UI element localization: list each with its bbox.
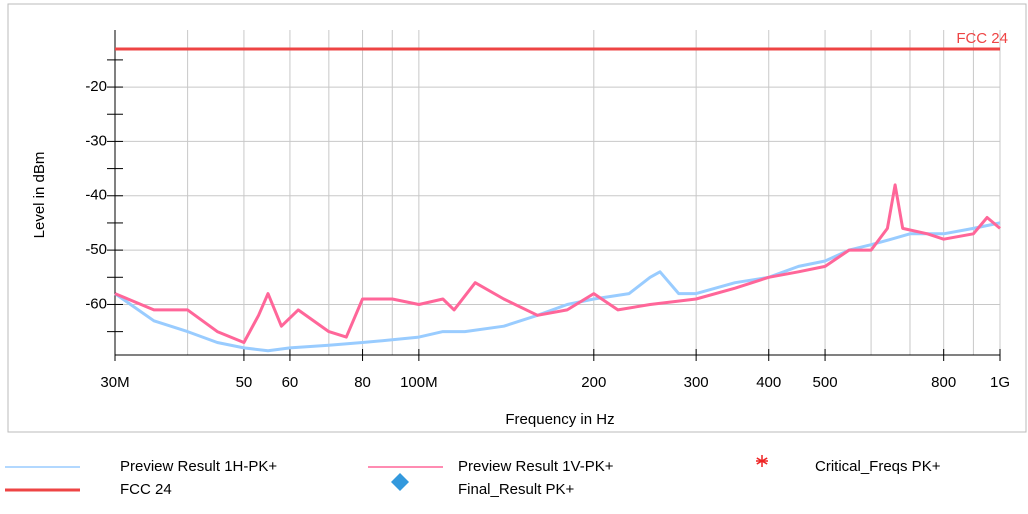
y-tick-label: -30 — [85, 132, 107, 149]
x-tick-label: 500 — [813, 374, 838, 391]
y-tick-label: -50 — [85, 241, 107, 258]
legend-label: Preview Result 1H-PK+ — [120, 458, 277, 475]
x-tick-label: 30M — [100, 374, 129, 391]
legend-label: Preview Result 1V-PK+ — [458, 458, 614, 475]
x-tick-label: 100M — [400, 374, 438, 391]
legend-marker — [391, 473, 409, 491]
y-tick-label: -20 — [85, 78, 107, 95]
x-tick-label: 50 — [236, 374, 253, 391]
y-tick-label: -60 — [85, 295, 107, 312]
x-tick-label: 300 — [684, 374, 709, 391]
x-axis-label: Frequency in Hz — [505, 411, 614, 428]
series-line — [114, 183, 1001, 344]
chart-frame — [7, 3, 1027, 433]
x-tick-label: 60 — [282, 374, 299, 391]
legend-label: Final_Result PK+ — [458, 481, 575, 498]
y-tick-label: -40 — [85, 187, 107, 204]
x-tick-label: 200 — [581, 374, 606, 391]
series-line — [114, 221, 1001, 353]
x-tick-label: 800 — [931, 374, 956, 391]
x-tick-label: 1G — [990, 374, 1010, 391]
y-axis-label: Level in dBm — [31, 152, 48, 239]
legend-label: Critical_Freqs PK+ — [815, 458, 941, 475]
x-tick-label: 400 — [756, 374, 781, 391]
x-tick-label: 80 — [354, 374, 371, 391]
legend-label: FCC 24 — [120, 481, 172, 498]
limit-label: FCC 24 — [956, 30, 1008, 47]
